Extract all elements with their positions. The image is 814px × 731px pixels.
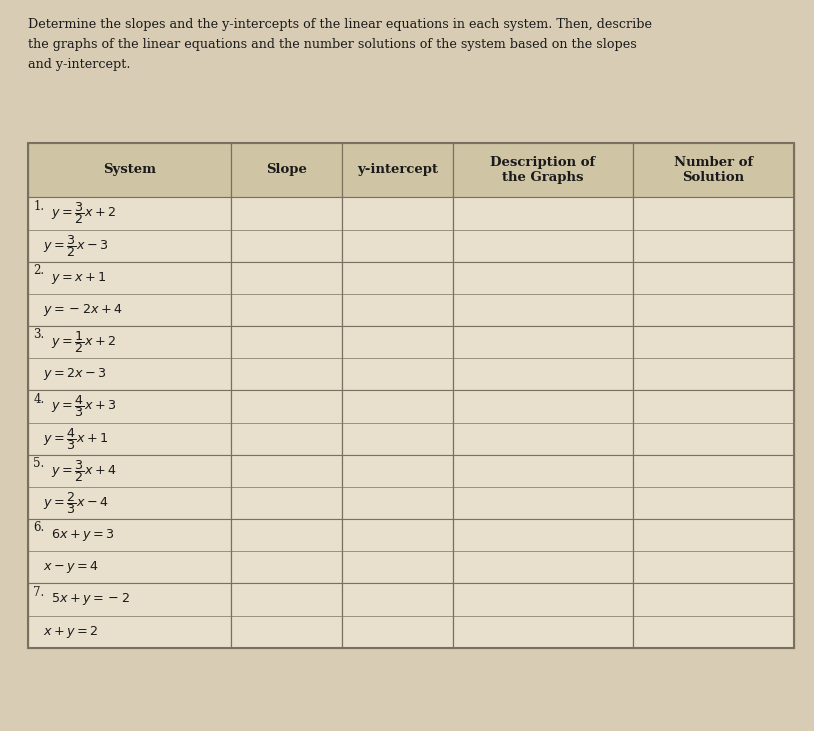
- Text: $y = 2x - 3$: $y = 2x - 3$: [43, 366, 107, 382]
- Text: Description of
the Graphs: Description of the Graphs: [491, 156, 596, 184]
- Text: $y = \dfrac{2}{3}x - 4$: $y = \dfrac{2}{3}x - 4$: [43, 490, 109, 516]
- Text: $y = -2x + 4$: $y = -2x + 4$: [43, 302, 123, 318]
- Text: 5.: 5.: [33, 457, 45, 470]
- Text: $5x + y = -2$: $5x + y = -2$: [51, 591, 130, 607]
- Text: Slope: Slope: [266, 164, 307, 176]
- Text: $6x + y = 3$: $6x + y = 3$: [51, 527, 115, 543]
- Text: $y = \dfrac{4}{3}x + 1$: $y = \dfrac{4}{3}x + 1$: [43, 425, 108, 452]
- Text: $y = \dfrac{3}{2}x + 2$: $y = \dfrac{3}{2}x + 2$: [51, 200, 116, 227]
- Text: 3.: 3.: [33, 328, 45, 341]
- Text: $y = x + 1$: $y = x + 1$: [51, 270, 107, 286]
- Text: 6.: 6.: [33, 521, 45, 534]
- Text: 2.: 2.: [33, 264, 45, 277]
- Text: $x - y = 4$: $x - y = 4$: [43, 559, 99, 575]
- Text: the graphs of the linear equations and the number solutions of the system based : the graphs of the linear equations and t…: [28, 38, 637, 51]
- Text: System: System: [103, 164, 156, 176]
- Text: $y = \dfrac{4}{3}x + 3$: $y = \dfrac{4}{3}x + 3$: [51, 393, 116, 420]
- Text: 4.: 4.: [33, 393, 45, 406]
- Text: Number of
Solution: Number of Solution: [674, 156, 753, 184]
- Text: $y = \dfrac{3}{2}x - 3$: $y = \dfrac{3}{2}x - 3$: [43, 232, 108, 259]
- Text: y-intercept: y-intercept: [357, 164, 438, 176]
- Text: 7.: 7.: [33, 586, 45, 599]
- Text: $y = \dfrac{3}{2}x + 4$: $y = \dfrac{3}{2}x + 4$: [51, 458, 117, 484]
- Text: and y-intercept.: and y-intercept.: [28, 58, 131, 71]
- Text: $y = \dfrac{1}{2}x + 2$: $y = \dfrac{1}{2}x + 2$: [51, 329, 116, 355]
- Text: Determine the slopes and the y-intercepts of the linear equations in each system: Determine the slopes and the y-intercept…: [28, 18, 653, 31]
- Text: 1.: 1.: [33, 200, 45, 213]
- Text: $x + y = 2$: $x + y = 2$: [43, 624, 98, 640]
